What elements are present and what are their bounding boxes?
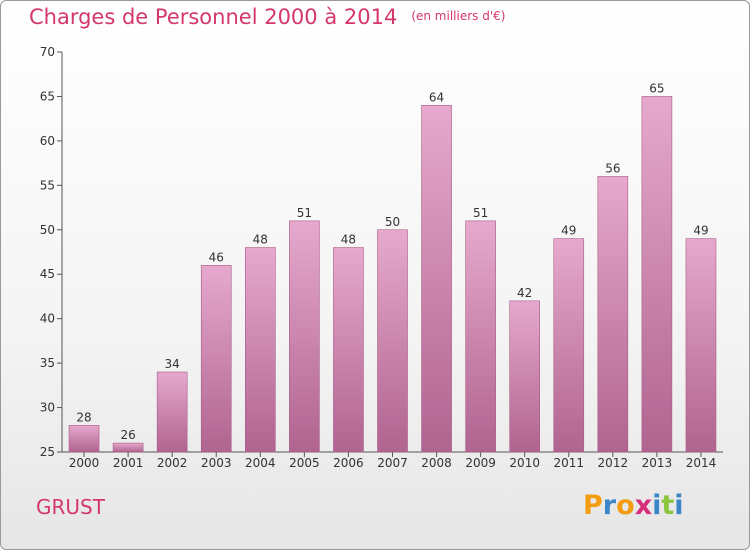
- x-tick-label: 2003: [201, 456, 232, 470]
- y-tick-label: 45: [40, 267, 55, 281]
- axes: 25 30 35 40 45 50 55 60 65 70: [40, 45, 723, 459]
- labels-group: 2000 28 2001 26 2002 34 2003 46 2004 48 2005 51 2006…: [69, 81, 716, 470]
- data-label-2010: 42: [517, 286, 532, 300]
- bar-2002: [156, 371, 188, 453]
- x-tick-label: 2002: [157, 456, 188, 470]
- logo-letter: t: [661, 490, 675, 521]
- y-tick-label: 60: [40, 134, 55, 148]
- x-tick-label: 2009: [465, 456, 496, 470]
- bar-2009: [465, 220, 496, 453]
- x-tick-label: 2014: [686, 456, 717, 470]
- data-label-2004: 48: [253, 233, 268, 247]
- chart-title: Charges de Personnel 2000 à 2014: [29, 5, 398, 29]
- bar-2001: [112, 442, 144, 453]
- data-label-2008: 64: [429, 90, 444, 104]
- y-tick-label: 40: [40, 312, 55, 326]
- data-label-2013: 65: [649, 81, 664, 95]
- y-tick-label: 35: [40, 356, 55, 370]
- y-tick-label: 65: [40, 89, 55, 103]
- x-tick-label: 2001: [113, 456, 144, 470]
- x-tick-label: 2012: [598, 456, 629, 470]
- bar-2013: [641, 96, 673, 453]
- bars-group: [68, 96, 717, 453]
- logo-letter: r: [602, 490, 617, 521]
- data-label-2005: 51: [297, 206, 312, 220]
- x-tick-label: 2006: [333, 456, 364, 470]
- x-tick-label: 2005: [289, 456, 320, 470]
- x-tick-label: 2011: [553, 456, 584, 470]
- logo-letter: P: [583, 490, 603, 521]
- logo-letter: x: [634, 490, 653, 521]
- bar-2005: [289, 220, 320, 453]
- bar-2010: [509, 300, 541, 453]
- data-label-2009: 51: [473, 206, 488, 220]
- x-tick-label: 2000: [69, 456, 100, 470]
- bar-2008: [421, 105, 452, 453]
- data-label-2011: 49: [561, 224, 576, 238]
- data-label-2006: 48: [341, 233, 356, 247]
- bar-2000: [68, 425, 100, 453]
- logo-letter: o: [616, 490, 635, 521]
- y-tick-label: 25: [40, 445, 55, 459]
- bar-2014: [685, 238, 717, 453]
- x-tick-label: 2013: [642, 456, 673, 470]
- data-label-2012: 56: [605, 161, 620, 175]
- chart-unit: (en milliers d'€): [411, 9, 506, 23]
- x-tick-label: 2010: [509, 456, 540, 470]
- data-label-2000: 28: [76, 410, 91, 424]
- logo-letter: i: [652, 490, 662, 521]
- data-label-2003: 46: [209, 250, 224, 264]
- bar-2012: [597, 176, 629, 453]
- y-tick-label: 70: [40, 45, 55, 59]
- proxiti-logo: Proxiti: [583, 490, 684, 521]
- logo-letter: i: [674, 490, 684, 521]
- data-label-2001: 26: [120, 428, 135, 442]
- data-label-2014: 49: [693, 224, 708, 238]
- commune-name: GRUST: [36, 495, 105, 519]
- data-label-2007: 50: [385, 215, 400, 229]
- y-tick-label: 50: [40, 223, 55, 237]
- y-tick-label: 30: [40, 401, 55, 415]
- bar-2011: [553, 238, 585, 453]
- x-tick-label: 2007: [377, 456, 408, 470]
- x-tick-label: 2008: [421, 456, 452, 470]
- bar-2007: [377, 229, 408, 453]
- y-tick-label: 55: [40, 178, 55, 192]
- data-label-2002: 34: [165, 357, 180, 371]
- bar-2004: [245, 247, 276, 453]
- title-row: Charges de Personnel 2000 à 2014 (en mill…: [29, 5, 505, 29]
- bar-2006: [333, 247, 364, 453]
- x-tick-label: 2004: [245, 456, 276, 470]
- bar-2003: [200, 265, 232, 453]
